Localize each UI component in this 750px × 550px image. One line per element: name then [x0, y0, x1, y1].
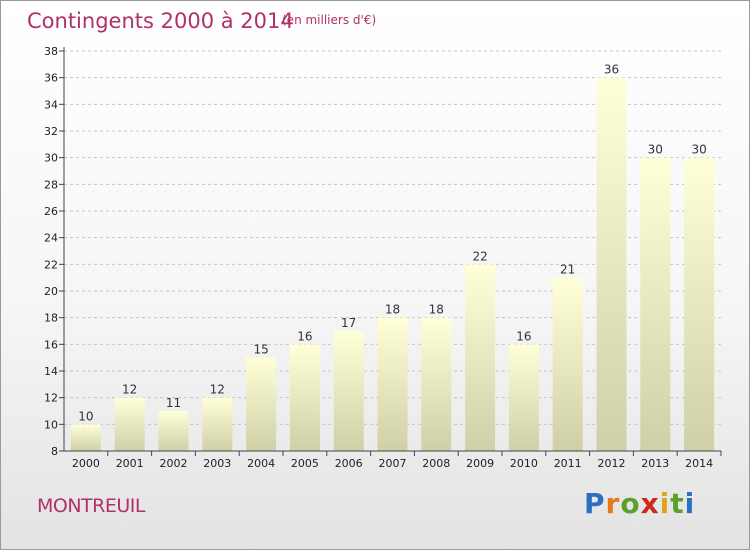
y-tick-label: 18: [44, 312, 58, 325]
brand-letter: P: [584, 487, 606, 520]
bar: [333, 331, 364, 451]
bar-value-label: 16: [516, 329, 531, 343]
y-tick-label: 24: [44, 232, 58, 245]
labels: 8 10 12 14 16 18 20 22 24 26 28 30 32 34 36 38 10 2000 12 2…: [44, 45, 713, 470]
y-tick-label: 22: [44, 258, 58, 271]
bar: [158, 411, 189, 451]
x-tick-label: 2008: [422, 457, 450, 470]
bar: [684, 157, 715, 451]
y-tick-label: 26: [44, 205, 58, 218]
brand-letter: i: [659, 487, 671, 520]
brand-letter: x: [640, 487, 660, 520]
x-tick-label: 2002: [160, 457, 188, 470]
y-tick-label: 8: [51, 445, 58, 458]
bar-value-label: 18: [429, 303, 444, 317]
x-tick-label: 2010: [510, 457, 538, 470]
bar-value-label: 15: [253, 343, 268, 357]
chart-subtitle: (en milliers d'€): [282, 13, 377, 27]
bar-value-label: 36: [604, 63, 619, 77]
bars: [70, 77, 715, 452]
bar-value-label: 10: [78, 409, 93, 423]
bar-value-label: 12: [210, 383, 225, 397]
bar: [640, 157, 671, 451]
y-tick-label: 16: [44, 338, 58, 351]
proxiti-logo[interactable]: Proxiti: [584, 487, 695, 520]
bar: [246, 357, 277, 451]
bar-value-label: 17: [341, 316, 356, 330]
bar-value-label: 16: [297, 329, 312, 343]
axes: [59, 47, 722, 456]
y-tick-label: 38: [44, 45, 58, 58]
y-tick-label: 14: [44, 365, 58, 378]
bar-value-label: 12: [122, 383, 137, 397]
x-tick-label: 2007: [379, 457, 407, 470]
bar: [508, 344, 539, 451]
y-tick-label: 32: [44, 125, 58, 138]
bar-value-label: 11: [166, 396, 181, 410]
x-tick-label: 2000: [72, 457, 100, 470]
x-tick-label: 2012: [598, 457, 626, 470]
bar: [70, 424, 101, 451]
bar-value-label: 22: [472, 249, 487, 263]
bar: [465, 264, 496, 451]
x-tick-label: 2014: [685, 457, 713, 470]
bar: [421, 317, 452, 451]
bar: [289, 344, 320, 451]
chart-title: Contingents 2000 à 2014: [27, 9, 294, 33]
bar-value-label: 30: [691, 143, 706, 157]
y-tick-label: 10: [44, 418, 58, 431]
y-tick-label: 34: [44, 98, 58, 111]
y-tick-label: 28: [44, 178, 58, 191]
y-tick-label: 12: [44, 392, 58, 405]
x-tick-label: 2003: [203, 457, 231, 470]
brand-letter: i: [684, 487, 696, 520]
y-tick-label: 36: [44, 72, 58, 85]
bar: [114, 397, 145, 451]
bar-value-label: 18: [385, 303, 400, 317]
brand-letter: o: [620, 487, 641, 520]
bar: [202, 397, 233, 451]
x-tick-label: 2001: [116, 457, 144, 470]
bar-value-label: 21: [560, 263, 575, 277]
x-tick-label: 2004: [247, 457, 275, 470]
x-tick-label: 2005: [291, 457, 319, 470]
town-name: MONTREUIL: [37, 495, 145, 517]
bar: [552, 277, 583, 451]
brand-letter: r: [605, 487, 621, 520]
x-tick-label: 2011: [554, 457, 582, 470]
bar: [377, 317, 408, 451]
x-tick-label: 2009: [466, 457, 494, 470]
y-tick-label: 30: [44, 152, 58, 165]
bar-value-label: 30: [648, 143, 663, 157]
x-tick-label: 2006: [335, 457, 363, 470]
y-tick-label: 20: [44, 285, 58, 298]
bar: [596, 77, 627, 452]
x-tick-label: 2013: [641, 457, 669, 470]
brand-letter: t: [670, 487, 685, 520]
